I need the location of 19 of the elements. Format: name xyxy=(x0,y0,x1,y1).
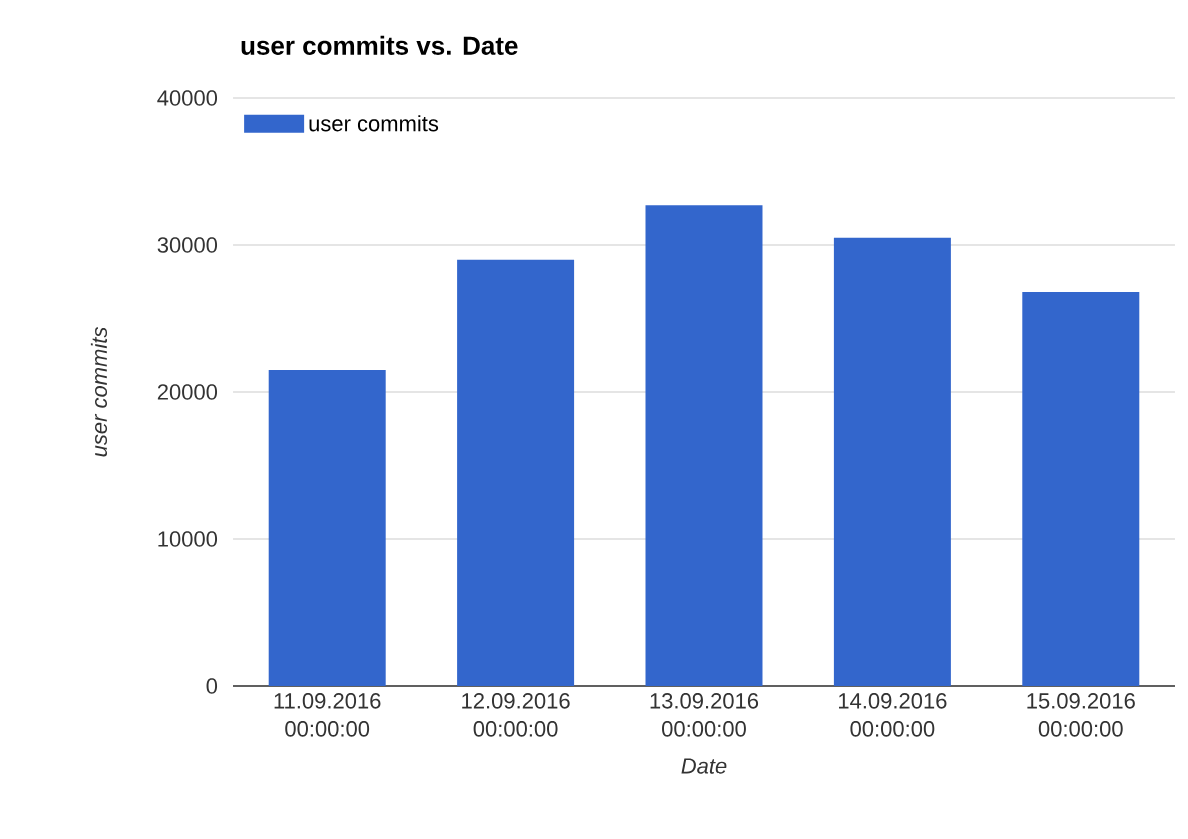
x-tick-label: 11.09.2016 00:00:00 xyxy=(274,693,381,737)
x-axis-title: Date xyxy=(681,758,727,774)
bar xyxy=(268,369,386,686)
y-tick-label: 20000 xyxy=(157,384,218,400)
x-tick-label: 15.09.2016 00:00:00 xyxy=(1027,693,1135,737)
legend-label: user commits xyxy=(309,115,439,132)
y-tick-label: 0 xyxy=(206,678,218,694)
y-tick-label: 40000 xyxy=(157,90,218,106)
y-tick-label: 10000 xyxy=(158,531,218,547)
bar xyxy=(833,237,951,686)
chart-title: user commits vs. Date xyxy=(241,35,518,55)
y-axis-title: user commits xyxy=(90,327,108,457)
bar xyxy=(645,205,763,686)
y-tick-label: 30000 xyxy=(157,237,218,253)
bar xyxy=(457,259,575,686)
x-tick-label: 12.09.2016 00:00:00 xyxy=(462,693,570,737)
x-tick-label: 13.09.2016 00:00:00 xyxy=(650,693,759,737)
x-tick-label: 14.09.2016 00:00:00 xyxy=(839,693,947,737)
bar xyxy=(1022,292,1140,686)
